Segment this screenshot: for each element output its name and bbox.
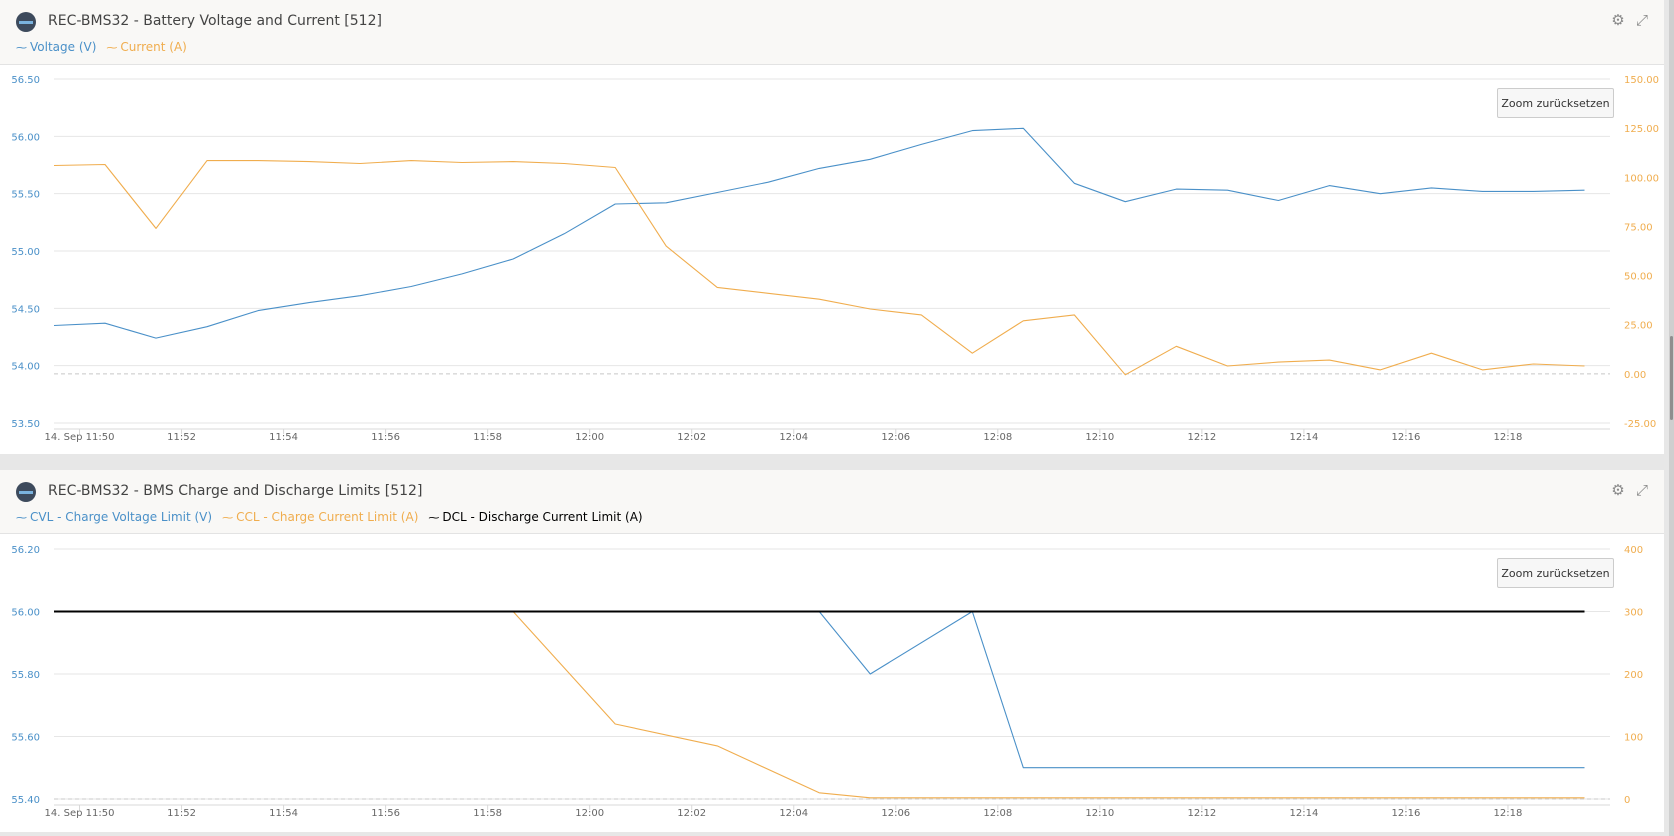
chart-legend: ⁓ Voltage (V) ⁓ Current (A) bbox=[16, 40, 187, 54]
voltage-current-chart[interactable]: 53.50 54.00 54.50 55.00 55.50 56.00 56.50 -25.0… bbox=[0, 0, 1664, 454]
x-tick-label: 11:54 bbox=[269, 432, 298, 443]
y-right-tick-label: -25.00 bbox=[1624, 419, 1656, 430]
x-tick-label: 12:04 bbox=[779, 432, 808, 443]
x-tick-label: 12:14 bbox=[1289, 808, 1318, 819]
panel-title: REC-BMS32 - Battery Voltage and Current … bbox=[48, 13, 382, 29]
x-tick-label: 12:08 bbox=[983, 432, 1012, 443]
y-left-tick-label: 54.00 bbox=[11, 362, 40, 373]
legend-label: Voltage (V) bbox=[30, 40, 97, 54]
x-tick-label: 11:54 bbox=[269, 808, 298, 819]
line-series-icon: ⁓ bbox=[106, 40, 118, 54]
y-right-tick-label: 400 bbox=[1624, 545, 1643, 556]
page-scrollbar[interactable] bbox=[1669, 0, 1674, 836]
charge-limits-chart[interactable]: 55.40 55.60 55.80 56.00 56.20 0 100 200 300 400 14… bbox=[0, 470, 1664, 832]
line-series-icon: ⁓ bbox=[222, 510, 234, 524]
voltage-current-panel: 53.50 54.00 54.50 55.00 55.50 56.00 56.50 -25.0… bbox=[0, 0, 1664, 454]
series-line-0[interactable] bbox=[54, 610, 1585, 769]
x-tick-label: 12:18 bbox=[1494, 808, 1523, 819]
y-left-tick-label: 55.80 bbox=[11, 670, 40, 681]
y-right-tick-label: 125.00 bbox=[1624, 124, 1659, 135]
panel-header: REC-BMS32 - BMS Charge and Discharge Lim… bbox=[0, 470, 1664, 534]
charge-limits-panel: 55.40 55.60 55.80 56.00 56.20 0 100 200 300 400 14… bbox=[0, 470, 1664, 832]
y-left-tick-label: 56.00 bbox=[11, 132, 40, 143]
x-tick-label: 11:56 bbox=[371, 808, 400, 819]
x-tick-label: 12:06 bbox=[881, 432, 910, 443]
panel-header: REC-BMS32 - Battery Voltage and Current … bbox=[0, 0, 1664, 65]
x-tick-label: 11:52 bbox=[167, 808, 196, 819]
settings-gear-icon[interactable]: ⚙ bbox=[1611, 11, 1625, 29]
legend-label: CVL - Charge Voltage Limit (V) bbox=[30, 510, 213, 524]
y-right-tick-label: 0 bbox=[1624, 795, 1630, 806]
legend-item-current[interactable]: ⁓ Current (A) bbox=[106, 40, 186, 54]
series-line-1[interactable] bbox=[54, 610, 1585, 799]
legend-item-dcl[interactable]: ⁓ DCL - Discharge Current Limit (A) bbox=[428, 510, 642, 524]
y-right-tick-label: 100.00 bbox=[1624, 173, 1659, 184]
y-right-tick-label: 150.00 bbox=[1624, 75, 1659, 86]
y-right-tick-label: 100 bbox=[1624, 733, 1643, 744]
x-tick-label: 12:12 bbox=[1187, 808, 1216, 819]
y-left-tick-label: 55.50 bbox=[11, 190, 40, 201]
x-tick-label: 12:10 bbox=[1085, 808, 1114, 819]
y-left-tick-label: 55.60 bbox=[11, 733, 40, 744]
y-left-tick-label: 56.50 bbox=[11, 75, 40, 86]
x-tick-label: 12:18 bbox=[1494, 432, 1523, 443]
x-tick-label: 12:14 bbox=[1289, 432, 1318, 443]
device-logo-icon bbox=[16, 482, 36, 502]
y-left-tick-label: 54.50 bbox=[11, 304, 40, 315]
y-left-tick-label: 56.00 bbox=[11, 608, 40, 619]
legend-label: CCL - Charge Current Limit (A) bbox=[236, 510, 419, 524]
line-series-icon: ⁓ bbox=[16, 510, 27, 524]
expand-icon[interactable]: ⤢ bbox=[1635, 11, 1648, 29]
line-series-icon: ⁓ bbox=[428, 510, 440, 524]
y-right-tick-label: 300 bbox=[1624, 608, 1643, 619]
legend-item-cvl[interactable]: ⁓ CVL - Charge Voltage Limit (V) bbox=[16, 510, 212, 524]
settings-gear-icon[interactable]: ⚙ bbox=[1611, 481, 1625, 499]
x-tick-label: 12:16 bbox=[1392, 432, 1421, 443]
scrollbar-thumb[interactable] bbox=[1670, 336, 1673, 420]
y-right-tick-label: 75.00 bbox=[1624, 222, 1653, 233]
legend-item-voltage[interactable]: ⁓ Voltage (V) bbox=[16, 40, 96, 54]
y-right-tick-label: 25.00 bbox=[1624, 321, 1653, 332]
x-tick-label: 11:56 bbox=[371, 432, 400, 443]
zoom-reset-button[interactable]: Zoom zurücksetzen bbox=[1497, 558, 1614, 588]
series-line-1[interactable] bbox=[53, 160, 1585, 376]
x-tick-label: 12:02 bbox=[677, 808, 706, 819]
x-tick-label: 12:10 bbox=[1085, 432, 1114, 443]
legend-item-ccl[interactable]: ⁓ CCL - Charge Current Limit (A) bbox=[222, 510, 418, 524]
x-tick-label: 11:52 bbox=[167, 432, 196, 443]
y-right-tick-label: 50.00 bbox=[1624, 272, 1653, 283]
x-tick-label: 14. Sep 11:50 bbox=[45, 432, 115, 443]
legend-label: DCL - Discharge Current Limit (A) bbox=[442, 510, 643, 524]
x-tick-label: 12:16 bbox=[1392, 808, 1421, 819]
x-tick-label: 14. Sep 11:50 bbox=[45, 808, 115, 819]
panel-title: REC-BMS32 - BMS Charge and Discharge Lim… bbox=[48, 483, 423, 499]
x-tick-label: 12:00 bbox=[575, 808, 604, 819]
y-left-tick-label: 53.50 bbox=[11, 419, 40, 430]
y-right-tick-label: 0.00 bbox=[1624, 370, 1646, 381]
x-tick-label: 12:02 bbox=[677, 432, 706, 443]
x-tick-label: 12:00 bbox=[575, 432, 604, 443]
y-right-tick-label: 200 bbox=[1624, 670, 1643, 681]
legend-label: Current (A) bbox=[120, 40, 187, 54]
x-tick-label: 12:06 bbox=[881, 808, 910, 819]
line-series-icon: ⁓ bbox=[16, 40, 27, 54]
chart-legend: ⁓ CVL - Charge Voltage Limit (V) ⁓ CCL -… bbox=[16, 510, 643, 524]
x-tick-label: 11:58 bbox=[473, 432, 502, 443]
device-logo-icon bbox=[16, 12, 36, 32]
x-tick-label: 12:12 bbox=[1187, 432, 1216, 443]
y-left-tick-label: 55.00 bbox=[11, 247, 40, 258]
y-left-tick-label: 55.40 bbox=[11, 795, 40, 806]
expand-icon[interactable]: ⤢ bbox=[1635, 481, 1648, 499]
x-tick-label: 12:04 bbox=[779, 808, 808, 819]
series-line-0[interactable] bbox=[53, 127, 1585, 339]
y-left-tick-label: 56.20 bbox=[11, 545, 40, 556]
x-tick-label: 12:08 bbox=[983, 808, 1012, 819]
zoom-reset-button[interactable]: Zoom zurücksetzen bbox=[1497, 88, 1614, 118]
x-tick-label: 11:58 bbox=[473, 808, 502, 819]
